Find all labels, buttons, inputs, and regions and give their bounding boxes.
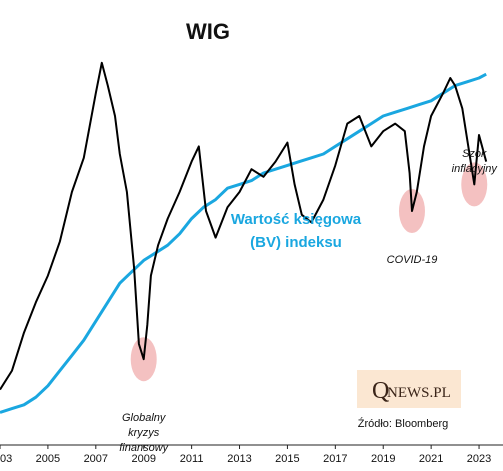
x-tick-label: 2005 xyxy=(36,453,60,465)
x-tick-label: 2003 xyxy=(0,453,12,465)
x-tick-label: 2013 xyxy=(227,453,251,465)
logo-q: Q xyxy=(372,378,389,404)
x-tick-label: 2021 xyxy=(419,453,443,465)
x-tick-label: 2007 xyxy=(84,453,108,465)
logo-text: NEWS.PL xyxy=(387,385,451,401)
x-tick-label: 2019 xyxy=(371,453,395,465)
x-tick-label: 2011 xyxy=(180,453,204,465)
annotation-line: COVID-19 xyxy=(387,254,438,266)
x-tick-label: 2017 xyxy=(323,453,347,465)
x-tick-label: 2009 xyxy=(131,453,155,465)
annotation-label-2: Szok inflacyjny xyxy=(452,148,499,175)
bv-series-label-line2: (BV) indeksu xyxy=(250,234,342,251)
annotation-line: Szok xyxy=(462,148,487,160)
x-tick-label: 2023 xyxy=(467,453,491,465)
x-axis-ticks: 2003 2005 2007 2009 2011 2013 2015 2017 2019 2021… xyxy=(0,445,491,465)
annotation-label-1: COVID-19 xyxy=(387,254,438,266)
logo-box xyxy=(357,370,461,408)
chart-title: WIG xyxy=(186,19,230,44)
series-layer xyxy=(0,61,488,414)
annotation-line: kryzys xyxy=(128,427,160,439)
source-note: Źródło: Bloomberg xyxy=(358,417,449,430)
annotation-line: inflacyjny xyxy=(452,163,499,175)
series-line-wig xyxy=(0,61,488,391)
bv-series-label-line1: Wartość księgowa xyxy=(231,211,362,228)
annotation-line: Globalny xyxy=(122,412,167,424)
x-tick-label: 2015 xyxy=(275,453,299,465)
